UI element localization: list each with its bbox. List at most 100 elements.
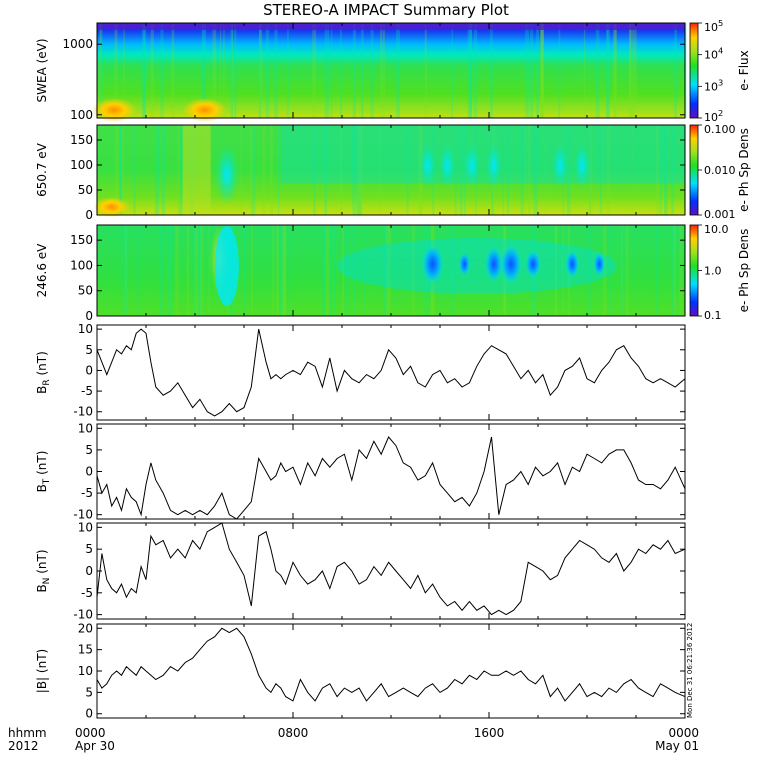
spectrogram-stripe xyxy=(398,23,400,118)
spectrogram-stripe xyxy=(160,225,163,316)
spectrogram-blob xyxy=(459,252,471,276)
time-axis-corner-label: hhmm xyxy=(8,726,47,740)
spectrogram-stripe xyxy=(334,225,335,316)
spectrogram-stripe xyxy=(271,125,273,215)
spectrogram-stripe xyxy=(326,225,329,316)
spectrogram-stripe xyxy=(156,125,160,215)
colorbar-tick-label: 0.010 xyxy=(704,164,736,177)
spectrogram-stripe xyxy=(133,125,136,215)
spectrogram-blob xyxy=(565,250,579,278)
y-tick-label: 10 xyxy=(78,520,93,534)
spectrogram-stripe xyxy=(452,23,453,118)
y-tick-label: 5 xyxy=(85,443,93,457)
spectrogram-stripe xyxy=(613,23,617,118)
spectrogram-blob xyxy=(215,226,239,306)
panel-3: 10.01.00.1e- Ph Sp Dens150100500246.6 eV xyxy=(35,223,751,323)
spectrogram-stripe xyxy=(287,23,289,118)
colorbar-scale xyxy=(690,225,698,316)
spectrogram-stripe xyxy=(425,23,427,118)
y-tick-label: 100 xyxy=(70,108,93,122)
y-tick-label: -5 xyxy=(81,586,93,600)
spectrogram-stripe xyxy=(142,23,145,118)
panel-frame xyxy=(97,325,685,420)
y-tick-label: 10 xyxy=(78,322,93,336)
spectrogram-blob xyxy=(574,144,590,188)
spectrogram-stripe xyxy=(536,23,539,118)
y-tick-label: -10 xyxy=(73,608,93,622)
spectrogram-stripe xyxy=(278,125,279,215)
y-tick-label: 15 xyxy=(78,643,93,657)
spectrogram-blob xyxy=(525,250,541,278)
y-tick-label: 5 xyxy=(85,542,93,556)
spectrogram-stripe xyxy=(606,23,609,118)
spectrogram-stripe xyxy=(679,225,682,316)
spectrogram-stripe xyxy=(625,225,628,316)
spectrogram-blob xyxy=(486,144,502,188)
y-tick-label: 5 xyxy=(85,343,93,357)
time-tick-label: 0000 xyxy=(668,726,699,740)
time-axis: hhmm20120000Apr 300800 1600 0000May 01 xyxy=(8,726,699,753)
spectrogram-stripe xyxy=(125,225,127,316)
spectrogram-blob xyxy=(422,244,444,284)
y-tick-label: -5 xyxy=(81,486,93,500)
spectrogram-stripe xyxy=(175,225,179,316)
spectrogram-stripe xyxy=(243,225,245,316)
spectrogram-stripe xyxy=(324,225,326,316)
y-axis-label: 650.7 eV xyxy=(35,142,49,197)
spectrogram-stripe xyxy=(161,23,164,118)
colorbar-tick-label: 0.001 xyxy=(704,208,736,221)
colorbar-label: e- Flux xyxy=(737,50,751,90)
spectrogram-stripe xyxy=(470,23,472,118)
y-tick-label: 50 xyxy=(78,284,93,298)
spectrogram-stripe xyxy=(272,225,274,316)
spectrogram-stripe xyxy=(396,23,398,118)
spectrogram-stripe xyxy=(259,23,261,118)
spectrogram-stripe xyxy=(353,23,356,118)
spectrogram-stripe xyxy=(329,225,332,316)
spectrogram-stripe xyxy=(172,23,175,118)
spectrogram-stripe xyxy=(383,23,385,118)
colorbar-scale xyxy=(690,125,698,215)
colorbar-tick-label: 103 xyxy=(704,77,723,93)
y-tick-label: 0 xyxy=(85,465,93,479)
spectrogram-blob xyxy=(420,144,436,188)
spectrogram-stripe xyxy=(331,23,333,118)
spectrogram-stripe xyxy=(119,225,120,316)
spectrogram-stripe xyxy=(276,225,279,316)
series-line xyxy=(97,523,685,615)
plot-title: STEREO-A IMPACT Summary Plot xyxy=(263,1,509,19)
panel-1: 105 104 103 102 e- Flux 1000 100 SWEA (eV) xyxy=(35,18,751,124)
spectrogram-stripe xyxy=(234,23,236,118)
y-tick-label: 10 xyxy=(78,421,93,435)
spectrogram-stripe xyxy=(250,125,253,215)
colorbar-tick-label: 1.0 xyxy=(704,265,722,278)
colorbar-label: e- Ph Sp Dens xyxy=(737,128,751,212)
panels: 105104103102e- Flux1000100SWEA (eV)0.100… xyxy=(35,18,751,721)
y-tick-label: 100 xyxy=(70,158,93,172)
spectrogram-blob xyxy=(500,244,522,284)
y-tick-label: 0 xyxy=(85,363,93,377)
spectrogram-stripe xyxy=(584,23,585,118)
y-tick-label: 150 xyxy=(70,133,93,147)
spectrogram-stripe xyxy=(325,23,328,118)
spectrogram-stripe xyxy=(380,23,382,118)
y-axis-label: BT (nT) xyxy=(35,451,52,493)
spectrogram-stripe xyxy=(674,23,677,118)
spectrogram-stripe xyxy=(474,23,477,118)
spectrogram-stripe xyxy=(490,23,493,118)
colorbar-tick-label: 105 xyxy=(704,18,723,34)
y-tick-label: 100 xyxy=(70,258,93,272)
y-tick-label: 10 xyxy=(78,664,93,678)
panel-frame xyxy=(97,624,685,718)
spectrogram-stripe xyxy=(674,225,676,316)
panel-7: 20151050|B| (nT) xyxy=(35,621,685,720)
spectrogram-blob xyxy=(464,144,480,188)
panel-frame xyxy=(97,523,685,619)
spectrogram-stripe xyxy=(161,125,165,215)
y-tick-label: 150 xyxy=(70,233,93,247)
time-tick-date: May 01 xyxy=(655,739,699,753)
spectrogram-band xyxy=(281,125,685,184)
spectrogram-stripe xyxy=(371,23,374,118)
panel-2: 0.100 0.010 0.001e- Ph Sp Dens 150 100 50 0 650… xyxy=(35,123,751,222)
colorbar-1: 105104103102e- Flux xyxy=(690,18,751,124)
